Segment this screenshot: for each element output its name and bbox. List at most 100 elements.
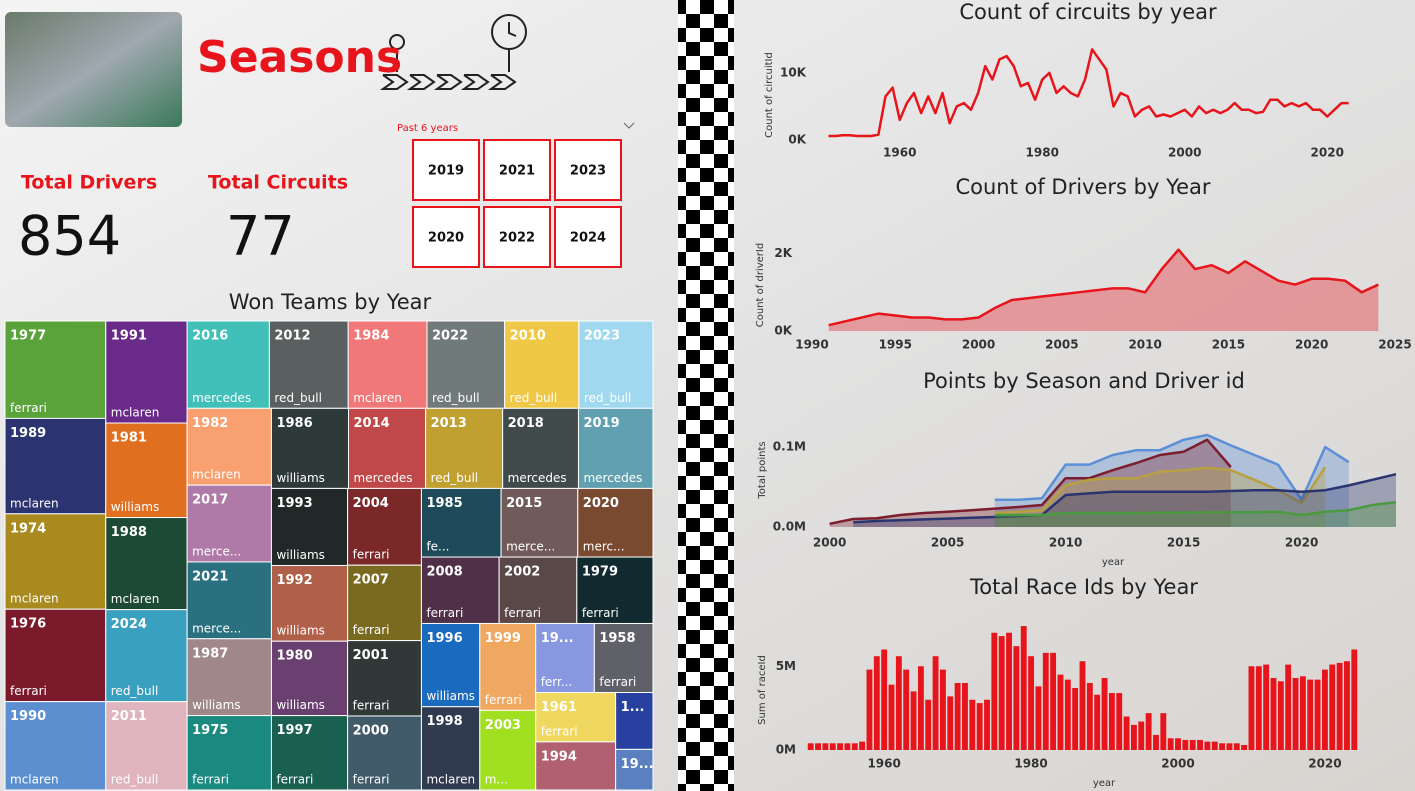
x-tick-label: 1980 [1026, 146, 1059, 160]
treemap-tile [479, 709, 537, 791]
slicer-dropdown[interactable] [623, 122, 635, 129]
bar [881, 649, 888, 750]
bar [829, 743, 836, 750]
progress-icon [379, 14, 527, 90]
x-tick-label: 2000 [962, 338, 995, 352]
area-fill [829, 439, 1231, 527]
bar [1182, 739, 1189, 750]
bar [1167, 738, 1174, 750]
tile-label: 1961 [541, 700, 577, 715]
slicer-option[interactable]: 2023 [570, 164, 606, 179]
treemap-tile [348, 407, 427, 489]
bar [1270, 677, 1277, 750]
x-tick-label: 1960 [883, 146, 916, 160]
treemap-tile [270, 715, 349, 791]
tile-label: 1977 [10, 329, 46, 344]
bar [1145, 713, 1152, 750]
kpi-label: Total Drivers [21, 172, 157, 194]
bar [1189, 739, 1196, 750]
treemap-tile [105, 609, 188, 703]
y-tick-label: 10K [780, 65, 807, 79]
treemap-tile [347, 564, 422, 642]
tile-team: merce... [192, 544, 241, 558]
bar [1064, 679, 1071, 750]
treemap-tile [420, 622, 481, 708]
bar [1175, 738, 1181, 750]
tile-label: 1988 [111, 525, 147, 540]
tile-label: 2022 [432, 329, 468, 344]
bar [1226, 743, 1233, 750]
tile-team: ferrari [353, 623, 390, 637]
y-tick-label: 0K [788, 133, 806, 147]
tile-label: 2016 [192, 329, 228, 344]
tile-team: mclaren [426, 773, 475, 787]
x-tick-label: 1980 [1014, 757, 1047, 771]
x-tick-label: 2025 [1378, 338, 1411, 352]
tile-team: mercedes [354, 471, 413, 485]
bar [1263, 664, 1270, 750]
slicer-button[interactable] [412, 206, 480, 268]
bar [1042, 652, 1049, 750]
bar [1013, 646, 1020, 750]
tile-label: 2003 [485, 718, 521, 733]
bar [917, 666, 924, 750]
slicer-button[interactable] [483, 206, 551, 268]
line [829, 438, 1232, 526]
slicer-button[interactable] [412, 139, 480, 201]
tile-team: mclaren [111, 406, 160, 420]
slicer-button[interactable] [554, 206, 622, 268]
chart-title: Count of circuits by year [959, 0, 1217, 24]
treemap-tile [270, 564, 349, 642]
slicer-option[interactable]: 2024 [570, 231, 606, 246]
y-tick-label: 5M [776, 659, 796, 673]
x-tick-label: 2000 [1161, 757, 1194, 771]
tile-team: ferrari [192, 773, 229, 787]
x-tick-label: 2015 [1167, 536, 1200, 550]
bar [1329, 664, 1336, 750]
bar [866, 669, 873, 750]
line [828, 248, 1379, 327]
slicer-button[interactable] [483, 139, 551, 201]
tile-team: mercedes [508, 471, 567, 485]
y-axis-title: Total points [757, 441, 768, 499]
bar [1197, 739, 1203, 750]
slicer-option[interactable]: 2019 [428, 164, 464, 179]
x-tick-label: 2000 [1168, 146, 1201, 160]
tile-team: red_bull [111, 773, 159, 787]
treemap-tile [420, 706, 481, 791]
bar [1079, 661, 1086, 750]
tile-team: ferrari [353, 773, 390, 787]
treemap-tile [186, 484, 272, 563]
bar [925, 699, 932, 750]
x-tick-label: 2020 [1308, 757, 1341, 771]
treemap-tile [479, 622, 537, 711]
bar [984, 699, 990, 750]
slicer-button[interactable] [554, 139, 622, 201]
tile-label: 2017 [192, 493, 228, 508]
slicer-option[interactable]: 2022 [499, 231, 535, 246]
tile-label: 2024 [111, 617, 147, 632]
tile-team: ferrari [10, 401, 47, 415]
area-fill [994, 502, 1396, 527]
tile-label: 1979 [582, 565, 618, 580]
bar [1094, 694, 1101, 750]
tile-team: mclaren [111, 592, 160, 606]
slicer-option[interactable]: 2020 [428, 231, 464, 246]
x-tick-label: 2010 [1128, 338, 1161, 352]
tile-team: red_bull [274, 391, 322, 405]
line [828, 48, 1349, 138]
checkered-divider [678, 0, 734, 791]
tile-label: 2004 [353, 496, 389, 511]
treemap-tile [577, 487, 654, 558]
treemap-tile [615, 692, 654, 750]
slicer-option[interactable]: 2021 [499, 164, 535, 179]
tile-team: mercedes [192, 391, 251, 405]
treemap-tile [615, 748, 654, 791]
tile-label: 2020 [583, 496, 619, 511]
tile-team: merce... [506, 540, 555, 554]
bar [1035, 686, 1042, 750]
x-tick-label: 2020 [1295, 338, 1328, 352]
treemap-tile [498, 556, 578, 624]
tile-label: 1994 [541, 749, 577, 764]
